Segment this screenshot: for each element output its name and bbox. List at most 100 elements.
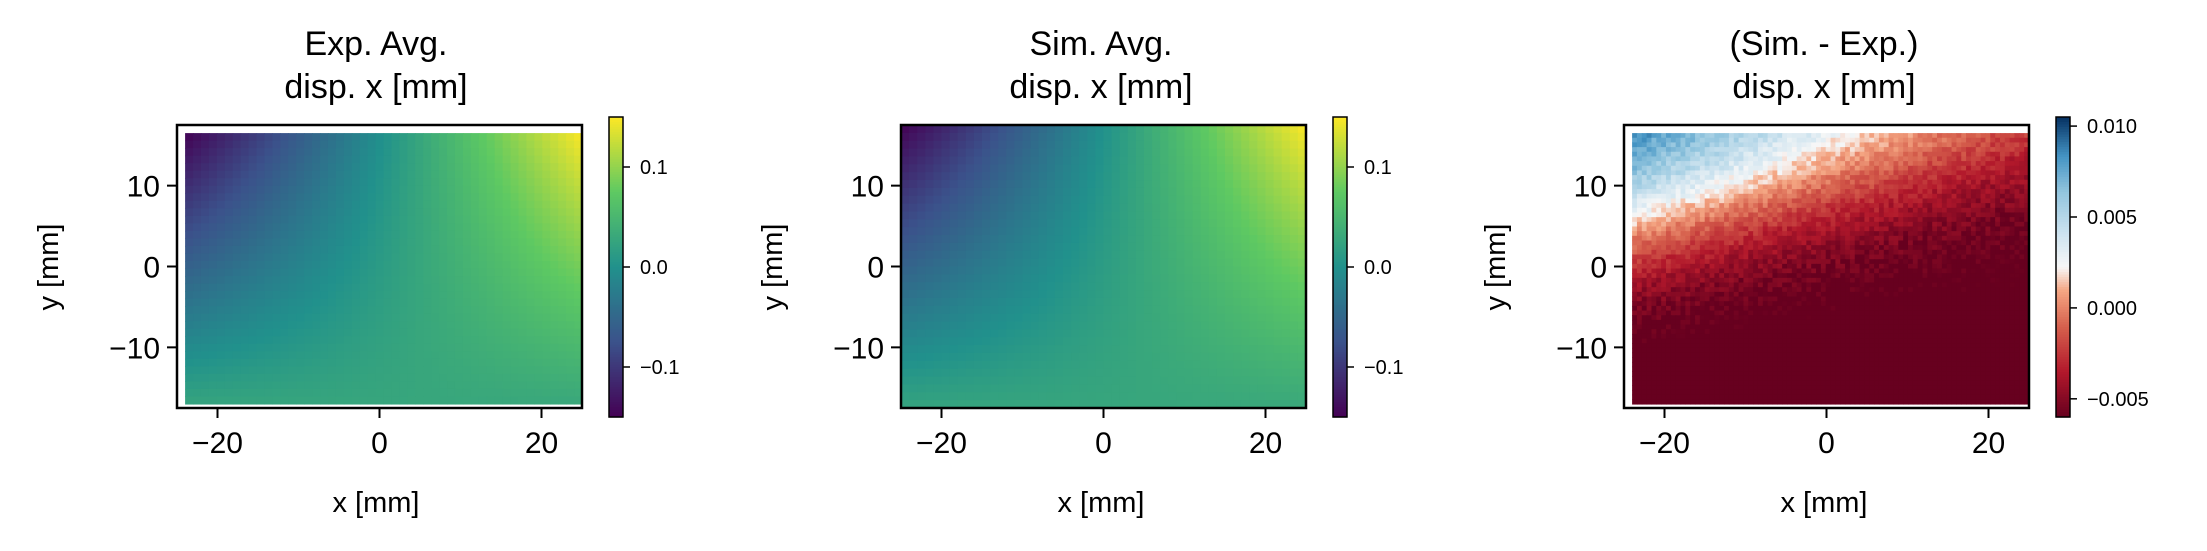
heatmap-cell: [1225, 306, 1234, 314]
heatmap-cell: [1787, 138, 1792, 143]
heatmap-cell: [1290, 204, 1299, 212]
heatmap-cell: [431, 163, 440, 171]
heatmap-cell: [376, 321, 385, 329]
heatmap-cell: [1144, 219, 1153, 227]
heatmap-cell: [550, 141, 559, 149]
heatmap-cell: [185, 253, 194, 261]
heatmap-cell: [1739, 189, 1744, 194]
heatmap-cell: [225, 201, 234, 209]
heatmap-cell: [1087, 219, 1096, 227]
heatmap-cell: [384, 141, 393, 149]
heatmap-cell: [241, 359, 250, 367]
heatmap-cell: [1274, 282, 1283, 290]
heatmap-cell: [1710, 194, 1715, 199]
heatmap-cell: [479, 178, 488, 186]
heatmap-cell: [966, 384, 975, 392]
heatmap-cell: [511, 156, 520, 164]
heatmap-cell: [974, 345, 983, 353]
heatmap-cell: [558, 163, 567, 171]
heatmap-cell: [1055, 125, 1064, 133]
heatmap-cell: [542, 231, 551, 239]
heatmap-cell: [288, 261, 297, 269]
heatmap-cell: [193, 231, 202, 239]
heatmap-cell: [982, 227, 991, 235]
heatmap-cell: [1266, 282, 1275, 290]
heatmap-cell: [1079, 149, 1088, 157]
heatmap-cell: [1168, 267, 1177, 275]
heatmap-cell: [1831, 133, 1836, 138]
heatmap-cell: [241, 246, 250, 254]
x-tick-label: 20: [525, 427, 558, 460]
heatmap-cell: [296, 148, 305, 156]
heatmap-cell: [1136, 180, 1145, 188]
heatmap-cell: [312, 246, 321, 254]
heatmap-cell: [1014, 133, 1023, 141]
heatmap-cell: [1087, 337, 1096, 345]
heatmap-cell: [368, 314, 377, 322]
heatmap-cell: [1748, 166, 1753, 171]
heatmap-cell: [296, 156, 305, 164]
heatmap-cell: [566, 306, 575, 314]
heatmap-cell: [503, 186, 512, 194]
heatmap-cell: [1734, 142, 1739, 147]
heatmap-cell: [998, 267, 1007, 275]
heatmap-cell: [2010, 138, 2015, 143]
heatmap-cell: [1201, 314, 1210, 322]
heatmap-cell: [1661, 142, 1666, 147]
heatmap-cell: [1225, 259, 1234, 267]
heatmap-cell: [917, 204, 926, 212]
heatmap-cell: [1952, 142, 1957, 147]
heatmap-cell: [511, 276, 520, 284]
heatmap-cell: [1095, 219, 1104, 227]
heatmap-cell: [272, 396, 281, 404]
heatmap-cell: [1290, 141, 1299, 149]
heatmap-cell: [1898, 138, 1903, 143]
heatmap-cell: [519, 186, 528, 194]
heatmap-cell: [1047, 337, 1056, 345]
heatmap-cell: [1976, 189, 1981, 194]
heatmap-cell: [1233, 274, 1242, 282]
heatmap-cell: [990, 133, 999, 141]
heatmap-cell: [1743, 184, 1748, 189]
heatmap-cell: [1241, 306, 1250, 314]
heatmap-cell: [966, 164, 975, 172]
heatmap-cell: [495, 314, 504, 322]
heatmap-cell: [558, 321, 567, 329]
heatmap-cell: [1966, 138, 1971, 143]
heatmap-cell: [958, 259, 967, 267]
heatmap-cell: [1724, 133, 1729, 138]
heatmap-cell: [1168, 329, 1177, 337]
heatmap-cell: [1217, 267, 1226, 275]
heatmap-cell: [1241, 369, 1250, 377]
heatmap-cell: [566, 208, 575, 216]
heatmap-cell: [1908, 142, 1913, 147]
heatmap-cell: [2014, 170, 2019, 175]
heatmap-cell: [296, 344, 305, 352]
heatmap-cell: [566, 186, 575, 194]
heatmap-cell: [328, 276, 337, 284]
heatmap-cell: [1225, 204, 1234, 212]
heatmap-cell: [942, 156, 951, 164]
heatmap-cell: [304, 336, 313, 344]
heatmap-cell: [399, 351, 408, 359]
heatmap-cell: [1797, 161, 1802, 166]
heatmap-cell: [1120, 267, 1129, 275]
heatmap-cell: [1971, 184, 1976, 189]
heatmap-cell: [2014, 189, 2019, 194]
heatmap-cell: [1257, 133, 1266, 141]
heatmap-cell: [1952, 184, 1957, 189]
heatmap-cell: [471, 299, 480, 307]
heatmap-cell: [1241, 180, 1250, 188]
heatmap-cell: [1860, 180, 1865, 185]
heatmap-cell: [990, 290, 999, 298]
heatmap-cell: [1201, 377, 1210, 385]
heatmap-cell: [1087, 204, 1096, 212]
heatmap-cell: [1282, 345, 1291, 353]
heatmap-cell: [272, 276, 281, 284]
heatmap-cell: [257, 148, 266, 156]
heatmap-cell: [1201, 156, 1210, 164]
heatmap-cell: [399, 329, 408, 337]
heatmap-cell: [1903, 170, 1908, 175]
heatmap-cell: [1079, 337, 1088, 345]
heatmap-cell: [1128, 227, 1137, 235]
